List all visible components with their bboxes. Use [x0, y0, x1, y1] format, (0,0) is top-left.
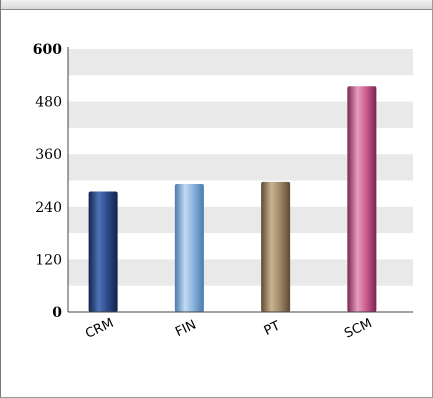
grid-band: [68, 49, 413, 76]
x-tick-label: PT: [262, 319, 283, 339]
y-tick-label: 0: [52, 305, 62, 321]
y-tick-label: 240: [35, 200, 62, 216]
bar-crm: [88, 191, 118, 312]
x-tick-label: FIN: [173, 318, 198, 340]
y-axis-ticks: 0 120 240 360 480 600: [33, 42, 62, 321]
x-tick-label: CRM: [83, 316, 116, 342]
bar-scm: [347, 86, 377, 312]
panel-top-border: [1, 0, 432, 10]
x-tick-label: SCM: [342, 316, 374, 342]
bars: [88, 86, 377, 312]
y-tick-label: 480: [35, 95, 62, 111]
y-tick-label: 360: [35, 147, 62, 163]
x-axis-ticks: CRM FIN PT SCM: [83, 316, 374, 342]
bar-fin: [174, 184, 204, 312]
bar-pt: [261, 181, 291, 312]
axes: [67, 47, 413, 313]
y-tick-label: 120: [35, 252, 62, 268]
y-tick-label: 600: [33, 42, 62, 58]
